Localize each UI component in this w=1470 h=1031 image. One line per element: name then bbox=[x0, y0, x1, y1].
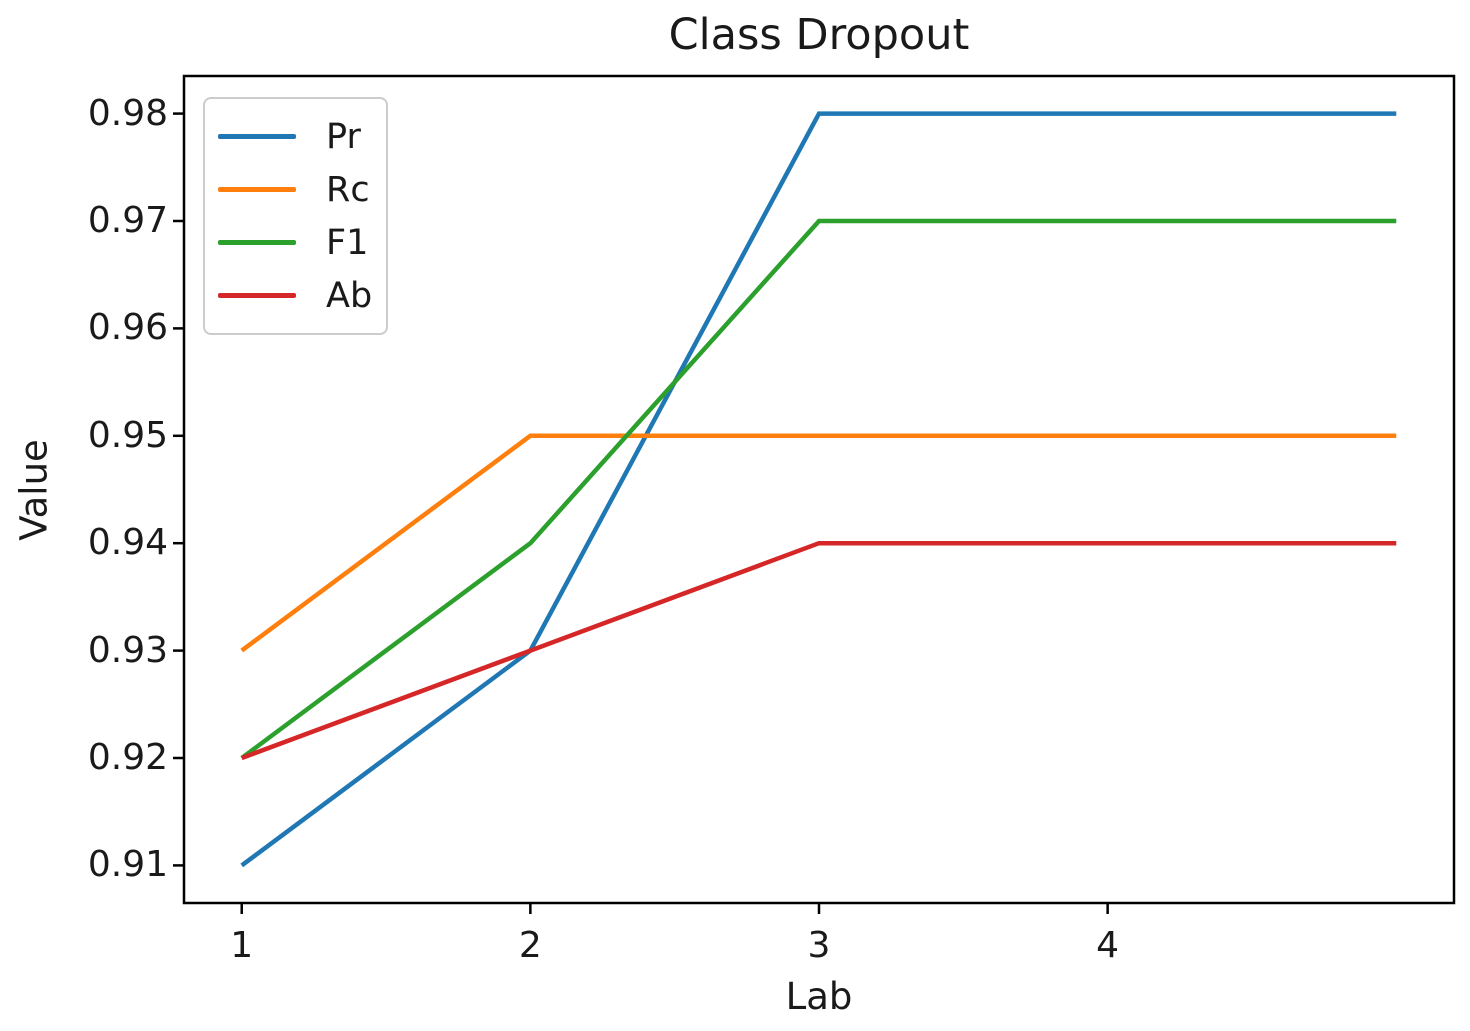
x-tick-label: 4 bbox=[1096, 925, 1120, 966]
legend-line-sample bbox=[218, 293, 296, 298]
legend-item-label: Ab bbox=[326, 275, 373, 316]
legend: Pr Rc F1 Ab bbox=[203, 97, 388, 335]
x-tick-label: 2 bbox=[518, 925, 542, 966]
series-line-Ab bbox=[240, 540, 1397, 761]
y-tick-label: 0.98 bbox=[87, 92, 168, 134]
y-tick-label: 0.92 bbox=[87, 737, 168, 778]
x-tick-label: 1 bbox=[230, 925, 254, 966]
y-tick-label: 0.94 bbox=[87, 522, 168, 564]
y-tick-label: 0.93 bbox=[87, 629, 168, 671]
x-axis-label: Lab bbox=[785, 975, 853, 1018]
legend-item-Pr: Pr bbox=[218, 110, 376, 163]
axes-frame bbox=[182, 74, 1456, 905]
y-tick-label: 0.91 bbox=[87, 844, 168, 886]
chart-title: Class Dropout bbox=[668, 10, 970, 60]
y-tick-label: 0.95 bbox=[87, 414, 168, 456]
y-tick-label: 0.96 bbox=[87, 307, 168, 349]
series-line-Rc bbox=[240, 433, 1397, 653]
legend-item-label: Rc bbox=[326, 169, 370, 210]
x-tick-label: 3 bbox=[807, 925, 831, 966]
series-line-Pr bbox=[240, 111, 1397, 868]
legend-item-label: Pr bbox=[326, 116, 361, 157]
legend-item-label: F1 bbox=[326, 222, 369, 263]
legend-item-F1: F1 bbox=[218, 216, 376, 269]
legend-line-sample bbox=[218, 134, 296, 139]
legend-item-Rc: Rc bbox=[218, 163, 376, 216]
y-tick-label: 0.97 bbox=[87, 199, 168, 241]
legend-item-Ab: Ab bbox=[218, 269, 376, 322]
legend-line-sample bbox=[218, 240, 296, 245]
series-line-F1 bbox=[240, 218, 1397, 760]
legend-line-sample bbox=[218, 187, 296, 192]
